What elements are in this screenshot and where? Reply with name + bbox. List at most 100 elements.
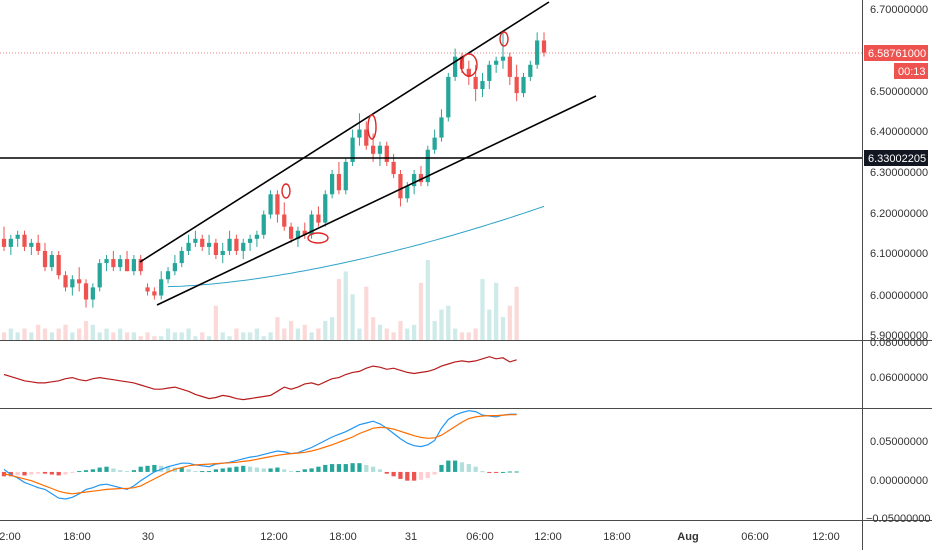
candle-body <box>124 259 130 272</box>
candle-body <box>487 64 492 81</box>
highlight-circle[interactable] <box>499 31 509 47</box>
candle-body <box>350 137 355 162</box>
volume-bar <box>213 305 219 340</box>
candle-body <box>56 255 61 276</box>
macd-histogram-bar <box>124 471 130 473</box>
volume-bar <box>70 332 75 340</box>
time-axis[interactable]: 2:00 18:00 30 12:00 18:00 31 06:00 12:00 18:00 Au… <box>0 531 840 543</box>
candle-body <box>200 238 205 247</box>
volume-bar <box>36 324 41 340</box>
macd-histogram-bar <box>343 464 348 472</box>
candle-body <box>446 76 451 118</box>
volume-bar <box>487 309 492 340</box>
candle-body <box>15 234 20 239</box>
highlight-circle[interactable] <box>307 232 329 244</box>
volume-bar <box>350 294 355 340</box>
macd-histogram-bar <box>145 465 150 472</box>
macd-histogram-bar <box>254 467 260 472</box>
volume-bar <box>288 320 294 340</box>
macd-histogram-bar <box>282 469 287 472</box>
volume-bar <box>302 324 307 340</box>
macd-histogram-bar <box>111 468 116 472</box>
macd-histogram-bar <box>384 471 389 474</box>
volume-bar <box>186 328 191 340</box>
candle-body <box>234 238 239 251</box>
candle-body <box>247 238 253 243</box>
candle-body <box>384 145 389 162</box>
candle-body <box>70 279 75 288</box>
countdown-badge-bg <box>894 63 928 79</box>
candle-body <box>336 174 342 191</box>
macd-histogram-bar <box>459 462 465 472</box>
macd-panel <box>1 410 519 500</box>
volume-bar <box>83 320 89 340</box>
volume-bar <box>405 328 410 340</box>
price-tick-label: 6.70000000 <box>870 4 928 16</box>
price-tick-label: 6.00000000 <box>870 290 928 302</box>
highlight-circle[interactable] <box>460 53 478 77</box>
macd-histogram-bar <box>63 471 68 475</box>
macd-histogram-bar <box>357 463 362 472</box>
volume-bar <box>179 332 184 340</box>
volume-bar <box>384 328 389 340</box>
macd-histogram-bar <box>295 471 301 473</box>
candle-body <box>343 161 348 191</box>
candle-body <box>118 259 123 268</box>
volume-bar <box>316 328 321 340</box>
trendline-drawings[interactable] <box>0 1 862 306</box>
lower-channel-line[interactable] <box>156 95 597 306</box>
volume-bar <box>241 332 246 340</box>
macd-histogram-bar <box>83 470 89 472</box>
volume-bar <box>453 328 458 340</box>
volume-bar <box>494 282 499 340</box>
last-price-badge-bg <box>864 45 928 61</box>
macd-histogram-bar <box>200 471 205 473</box>
volume-bar <box>1 332 7 340</box>
volume-bar <box>165 328 171 340</box>
macd-histogram-bar <box>336 464 342 472</box>
macd-histogram-bar <box>247 466 253 472</box>
macd-histogram-bar <box>118 470 123 472</box>
macd-histogram-bar <box>364 464 369 472</box>
macd-histogram-bar <box>480 471 485 473</box>
candle-body <box>206 242 212 247</box>
candle-body <box>528 64 533 77</box>
highlight-circle[interactable] <box>367 114 377 140</box>
macd-histogram-bar <box>261 468 266 472</box>
macd-histogram-bar <box>131 470 136 472</box>
level-price-badge: 6.33002205 <box>868 153 926 165</box>
volume-bar <box>220 332 225 340</box>
highlight-circle[interactable] <box>281 183 291 199</box>
time-tick-label: 12:00 <box>260 531 288 543</box>
price-axis[interactable]: 6.70000000 6.50000000 6.40000000 6.30000000… <box>864 4 931 525</box>
macd-tick-label: −0.05000000 <box>866 513 931 525</box>
macd-histogram-bar <box>316 466 321 472</box>
candle-body <box>36 242 41 251</box>
macd-histogram-bar <box>70 471 75 473</box>
moving-average <box>168 205 545 288</box>
candle-body <box>49 255 54 268</box>
candle-body <box>254 234 260 239</box>
candle-body <box>165 271 171 280</box>
candle-body <box>104 259 109 264</box>
candle-body <box>316 214 321 223</box>
volume-bar <box>323 320 328 340</box>
volume-bar <box>172 332 178 340</box>
time-tick-label: 06:00 <box>741 531 769 543</box>
time-tick-label: 18:00 <box>329 531 357 543</box>
volume-bar <box>152 336 157 340</box>
macd-histogram-bar <box>15 471 20 476</box>
macd-histogram-bar <box>90 469 95 472</box>
macd-histogram-bar <box>22 471 27 476</box>
time-tick-label: 12:00 <box>534 531 562 543</box>
candle-body <box>241 242 246 251</box>
volume-bar <box>206 336 212 340</box>
candle-body <box>288 226 294 239</box>
upper-channel-line[interactable] <box>139 1 550 263</box>
candle-body <box>83 283 89 300</box>
macd-histogram-bar <box>350 463 355 472</box>
candle-body <box>453 56 458 77</box>
macd-histogram-bar <box>29 471 34 475</box>
